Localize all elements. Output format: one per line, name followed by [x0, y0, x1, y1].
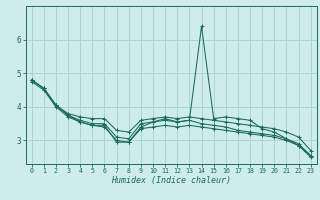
X-axis label: Humidex (Indice chaleur): Humidex (Indice chaleur)	[111, 176, 231, 185]
